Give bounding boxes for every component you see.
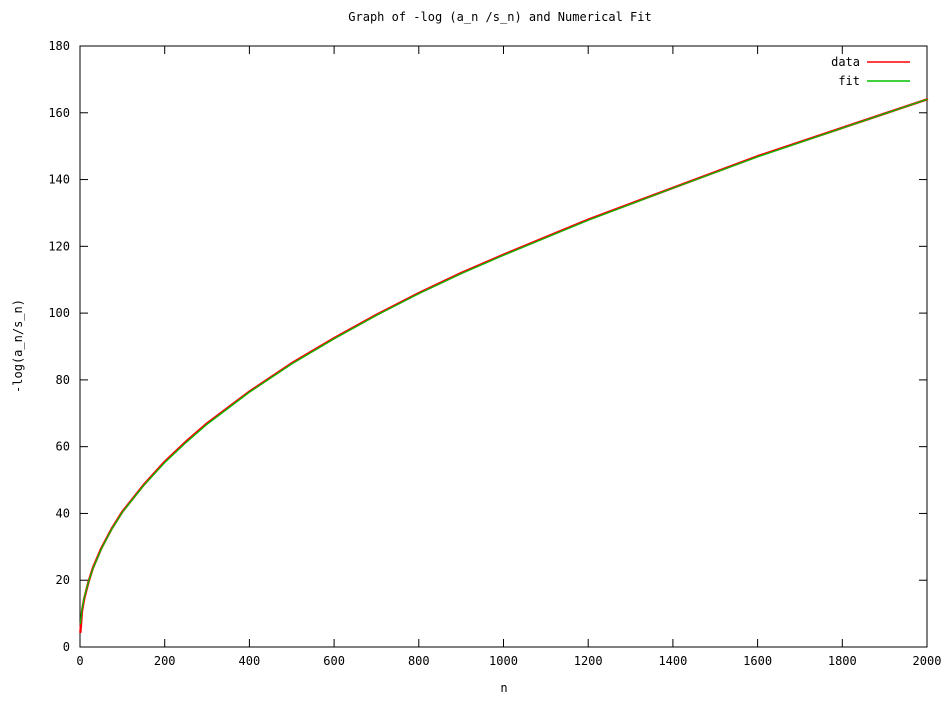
x-tick-label: 800 — [408, 654, 430, 668]
legend: data fit — [831, 55, 910, 88]
y-tick-label: 0 — [63, 640, 70, 654]
legend-label-fit: fit — [838, 74, 860, 88]
x-tick-label: 1000 — [489, 654, 518, 668]
y-tick-label: 40 — [56, 506, 70, 520]
y-tick-label: 160 — [48, 106, 70, 120]
x-tick-label: 1200 — [574, 654, 603, 668]
x-tick-label: 1800 — [828, 654, 857, 668]
y-tick-label: 180 — [48, 39, 70, 53]
x-tick-label: 1400 — [658, 654, 687, 668]
legend-label-data: data — [831, 55, 860, 69]
y-tick-label: 60 — [56, 440, 70, 454]
x-tick-label: 400 — [239, 654, 261, 668]
series-data-line — [79, 98, 929, 634]
y-axis-label: -log(a_n/s_n) — [11, 299, 25, 393]
y-axis-ticks: 0 20 40 60 80 100 120 140 160 180 — [48, 39, 927, 654]
series-layer — [79, 98, 929, 634]
x-tick-label: 2000 — [913, 654, 942, 668]
chart-title: Graph of -log (a_n /s_n) and Numerical F… — [348, 10, 651, 24]
x-axis-ticks: 0 200 400 600 800 1000 1200 1400 1600 1800 2000 — [76, 46, 941, 668]
series-fit-line — [79, 98, 928, 625]
x-tick-label: 1600 — [743, 654, 772, 668]
y-tick-label: 120 — [48, 239, 70, 253]
x-tick-label: 200 — [154, 654, 176, 668]
y-tick-label: 80 — [56, 373, 70, 387]
x-axis-label: n — [500, 681, 507, 695]
y-tick-label: 140 — [48, 173, 70, 187]
y-tick-label: 20 — [56, 573, 70, 587]
y-tick-label: 100 — [48, 306, 70, 320]
plot-frame — [79, 45, 928, 648]
x-tick-label: 0 — [76, 654, 83, 668]
x-tick-label: 600 — [323, 654, 345, 668]
